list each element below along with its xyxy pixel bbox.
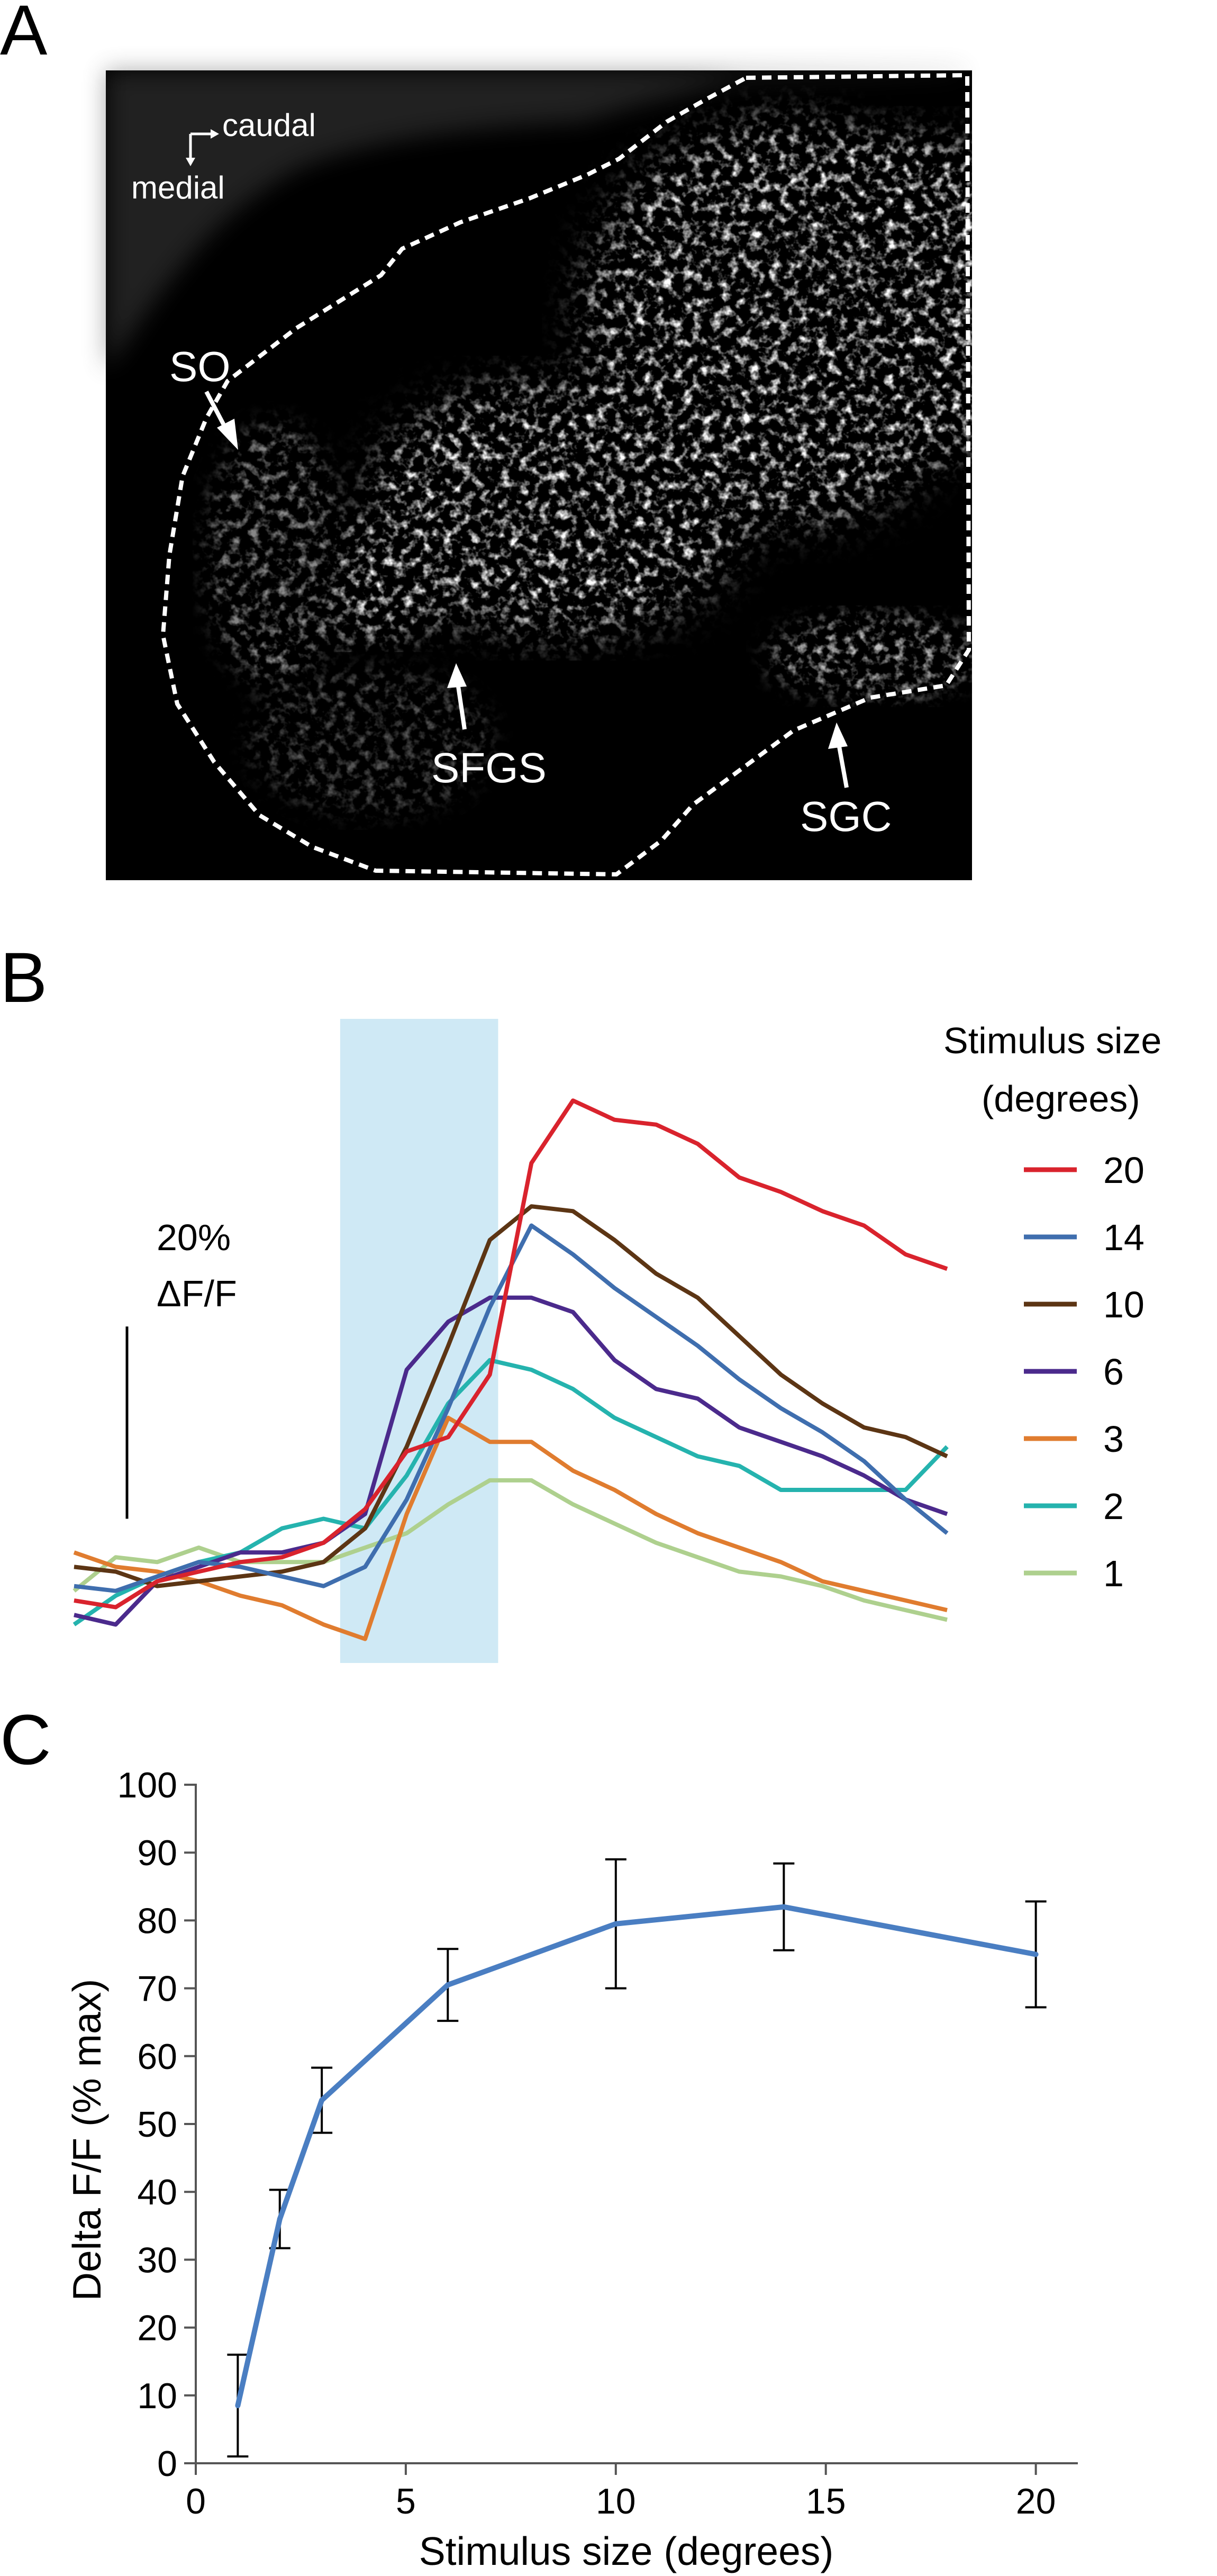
- legend: 20 14 10 6 3 2 1: [1024, 1150, 1145, 1594]
- data-point-10: [613, 1921, 619, 1927]
- axes: 0 10 20 30 40 50 60 70 80 90 100 0 5 10 15 20: [117, 1765, 1078, 2521]
- orientation-indicator: [186, 129, 219, 166]
- data-point-1: [235, 2403, 241, 2409]
- so-arrow: [204, 391, 238, 450]
- legend-title-line-1: Stimulus size: [943, 1020, 1161, 1061]
- legend-label-10: 10: [1103, 1284, 1145, 1325]
- micrograph-texture: [106, 70, 972, 880]
- series-line-20-deg: [74, 1098, 948, 1610]
- y-tick-label-90: 90: [137, 1833, 177, 1873]
- y-tick-label-30: 30: [137, 2240, 177, 2280]
- tuning-curve-line: [235, 1904, 1037, 2407]
- panel-c-letter: C: [0, 1701, 51, 1779]
- error-bars: [227, 1858, 1047, 2458]
- orientation-medial-label: medial: [131, 170, 225, 205]
- legend-label-2: 2: [1103, 1486, 1124, 1527]
- scale-bar-unit: ΔF/F: [157, 1273, 237, 1314]
- series-line-3-deg: [73, 1415, 948, 1641]
- panel-a: A caudal medial SO SFGS SGC: [0, 0, 972, 880]
- data-point-2: [277, 2216, 283, 2222]
- orientation-caudal-label: caudal: [222, 107, 316, 143]
- legend-label-6: 6: [1103, 1351, 1124, 1393]
- series-line: [235, 1904, 1039, 2409]
- sfgs-arrow: [447, 663, 467, 730]
- series-group: [72, 1098, 949, 1641]
- panel-a-letter: A: [0, 0, 48, 70]
- sgc-label: SGC: [800, 793, 892, 840]
- series-line-6-deg: [74, 1295, 948, 1627]
- x-tick-label-20: 20: [1016, 2481, 1056, 2521]
- data-point-14: [781, 1904, 787, 1910]
- x-tick-label-10: 10: [596, 2481, 636, 2521]
- panel-b-letter: B: [0, 938, 47, 1017]
- data-point-6: [445, 1982, 451, 1988]
- series-line-2-deg: [72, 1358, 949, 1626]
- so-label: SO: [169, 343, 231, 390]
- y-axis-label: Delta F/F (% max): [65, 1979, 109, 2301]
- y-tick-label-70: 70: [137, 1969, 177, 2009]
- scale-bar-value: 20%: [157, 1217, 231, 1258]
- sfgs-label: SFGS: [431, 744, 547, 791]
- y-tick-label-40: 40: [137, 2172, 177, 2212]
- y-tick-label-50: 50: [137, 2104, 177, 2145]
- y-tick-label-100: 100: [117, 1765, 177, 1805]
- data-point-3: [319, 2098, 325, 2103]
- series-line-10-deg: [74, 1204, 948, 1588]
- legend-label-1: 1: [1103, 1553, 1124, 1594]
- panel-b: B 20% ΔF/F Stimulus size (degrees) 20 14 1…: [0, 938, 1161, 1663]
- data-point-20: [1033, 1951, 1039, 1957]
- panel-c: C 0 10 20 30 40 50 60 70 80 90 100 0 5 10 15 20 Stimulu…: [0, 1701, 1078, 2573]
- legend-title-line-2: (degrees): [982, 1078, 1140, 1119]
- y-tick-label-0: 0: [157, 2444, 177, 2484]
- x-tick-label-5: 5: [396, 2481, 416, 2521]
- legend-label-3: 3: [1103, 1418, 1124, 1460]
- stimulus-window: [340, 1019, 498, 1663]
- tectum-outline: [161, 73, 971, 876]
- legend-label-20: 20: [1103, 1150, 1145, 1191]
- y-tick-label-80: 80: [137, 1901, 177, 1941]
- x-tick-label-0: 0: [186, 2481, 206, 2521]
- x-axis-label: Stimulus size (degrees): [419, 2529, 834, 2573]
- y-tick-label-10: 10: [137, 2376, 177, 2416]
- sgc-arrow: [828, 722, 849, 788]
- y-tick-label-20: 20: [137, 2308, 177, 2348]
- x-tick-label-15: 15: [806, 2481, 846, 2521]
- y-tick-label-60: 60: [137, 2037, 177, 2077]
- legend-label-14: 14: [1103, 1217, 1145, 1258]
- series-line-1-deg: [72, 1478, 948, 1622]
